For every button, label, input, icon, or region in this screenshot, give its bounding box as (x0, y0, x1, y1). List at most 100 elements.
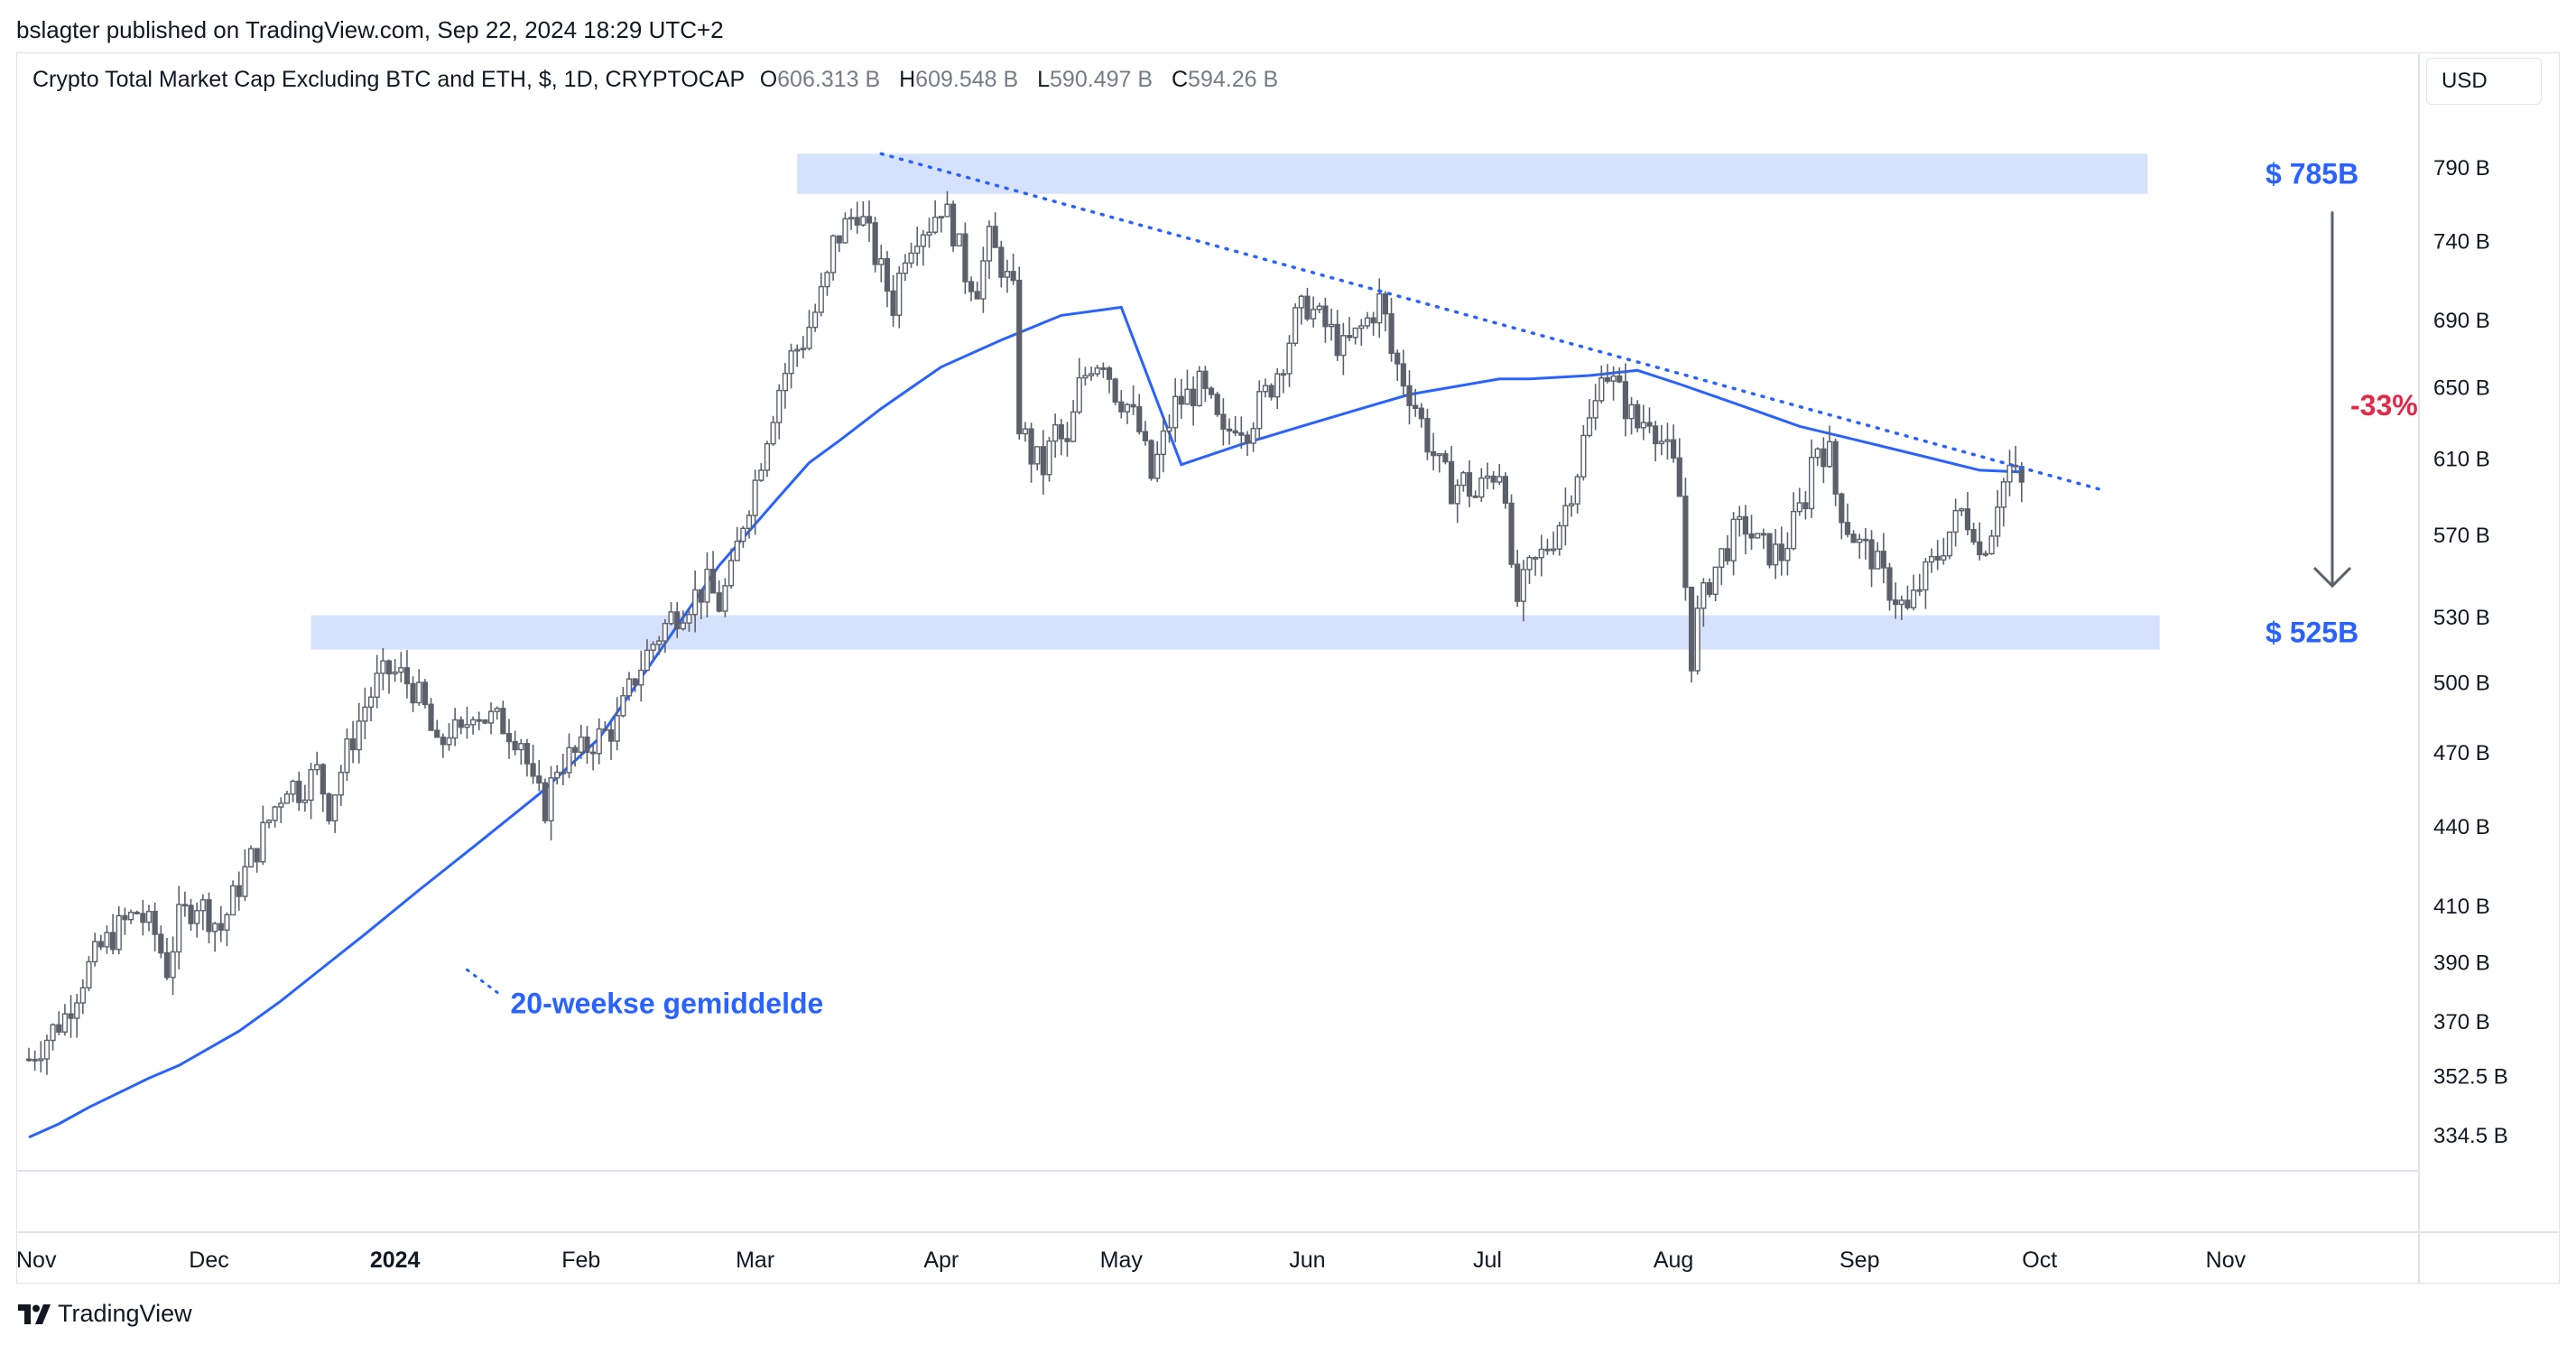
candle-body (950, 203, 957, 247)
candle-body (127, 911, 134, 921)
candle-body (1310, 309, 1317, 320)
candle-body (1508, 502, 1515, 565)
candle-body (674, 611, 681, 630)
candle-body (1328, 323, 1335, 328)
candle-body (548, 777, 554, 821)
candle-body (1244, 434, 1251, 444)
candle-body (1533, 556, 1539, 560)
candle-body (854, 217, 860, 226)
close-label: C (1171, 67, 1189, 92)
candle-body (1568, 503, 1575, 506)
candle-body (1118, 401, 1125, 413)
candle-body (926, 231, 932, 236)
chart-frame (16, 52, 2560, 1284)
candle-body (1052, 423, 1059, 442)
candle-body (1388, 312, 1395, 355)
candle-body (1520, 569, 1526, 602)
candle-body (1766, 533, 1773, 566)
zone-label-2: $ 525B (2266, 617, 2358, 649)
time-axis[interactable]: Nov Dec 2024 Feb Mar Apr May Jun Jul Aug Sep Oct Nov (16, 1248, 2247, 1273)
open-value: 606.313 B (777, 67, 881, 92)
candle-body (596, 728, 602, 755)
candle-body (362, 706, 368, 722)
candle-body (1304, 295, 1311, 320)
candle-body (1941, 555, 1947, 561)
candle-body (602, 728, 608, 731)
candle-body (1755, 533, 1761, 539)
candle-body (1730, 518, 1737, 561)
ma-20-week-line (28, 305, 2022, 1139)
candle-body (1850, 533, 1857, 543)
candle-body (716, 592, 722, 612)
candle-body (662, 623, 669, 642)
candle-body (278, 802, 284, 808)
time-tick-label: 2024 (370, 1248, 421, 1273)
tradingview-logo-icon (18, 1303, 51, 1324)
candle-body (452, 719, 459, 739)
candle-body (1088, 373, 1095, 376)
candle-body (1448, 460, 1455, 505)
candle-body (1298, 295, 1304, 309)
candle-body (1550, 548, 1557, 552)
candle-body (476, 719, 482, 722)
candle-body (470, 719, 477, 726)
candle-body (1340, 335, 1347, 357)
candle-body (1460, 472, 1467, 487)
tradingview-brand[interactable]: TradingView (18, 1300, 192, 1328)
candle-body (1166, 427, 1172, 432)
symbol-legend[interactable]: Crypto Total Market Cap Excluding BTC an… (32, 67, 1291, 93)
candle-body (1628, 404, 1635, 420)
price-tick-label: 410 B (2433, 895, 2490, 919)
candle-body (908, 252, 914, 264)
price-tick-label: 334.5 B (2433, 1124, 2508, 1148)
currency-button[interactable]: USD (2426, 58, 2542, 105)
candle-body (61, 1013, 69, 1033)
close-value: 594.26 B (1188, 67, 1279, 92)
candle-body (680, 622, 686, 630)
candle-body (1946, 531, 1953, 557)
ma-20-week-group (28, 305, 2022, 1139)
candle-body (818, 285, 824, 313)
candle-body (848, 217, 855, 220)
candle-body (1526, 557, 1533, 570)
candle-body (1706, 581, 1713, 596)
candle-body (614, 715, 620, 742)
candle-body (1724, 548, 1731, 561)
candle-body (560, 771, 566, 775)
candle-body (524, 743, 531, 765)
candle-body (1280, 373, 1286, 376)
candle-body (79, 987, 86, 1004)
candle-body (134, 911, 140, 914)
price-axis[interactable]: 790 B 740 B 690 B 650 B 610 B 570 B 530 B 500 B… (2433, 156, 2508, 1148)
candle-body (224, 914, 230, 932)
candle-body (1784, 547, 1791, 561)
candle-body (698, 589, 704, 603)
time-tick-label: Sep (1839, 1248, 1879, 1273)
price-tick-label: 470 B (2433, 741, 2490, 765)
candle-body (170, 951, 176, 979)
candle-body (1923, 561, 1929, 591)
candle-body (1262, 385, 1269, 393)
candle-body (992, 226, 998, 248)
price-zone-2 (310, 615, 2160, 650)
candles-group (25, 190, 2025, 1075)
candle-body (1322, 305, 1329, 328)
drop-arrow-head-icon (2312, 567, 2352, 589)
candle-body (314, 764, 320, 771)
candle-body (1010, 271, 1016, 282)
candle-body (554, 771, 561, 779)
candle-body (884, 257, 891, 292)
candle-body (320, 764, 326, 795)
candle-body (1274, 373, 1281, 398)
candle-body (428, 703, 434, 731)
candle-body (986, 226, 993, 262)
candle-body (1502, 476, 1509, 505)
candle-body (638, 669, 644, 686)
candle-body (398, 667, 404, 673)
candle-body (956, 233, 962, 247)
time-tick-label: Nov (2206, 1248, 2247, 1273)
candle-body (458, 719, 464, 728)
candle-body (944, 203, 950, 218)
candle-body (505, 733, 513, 743)
